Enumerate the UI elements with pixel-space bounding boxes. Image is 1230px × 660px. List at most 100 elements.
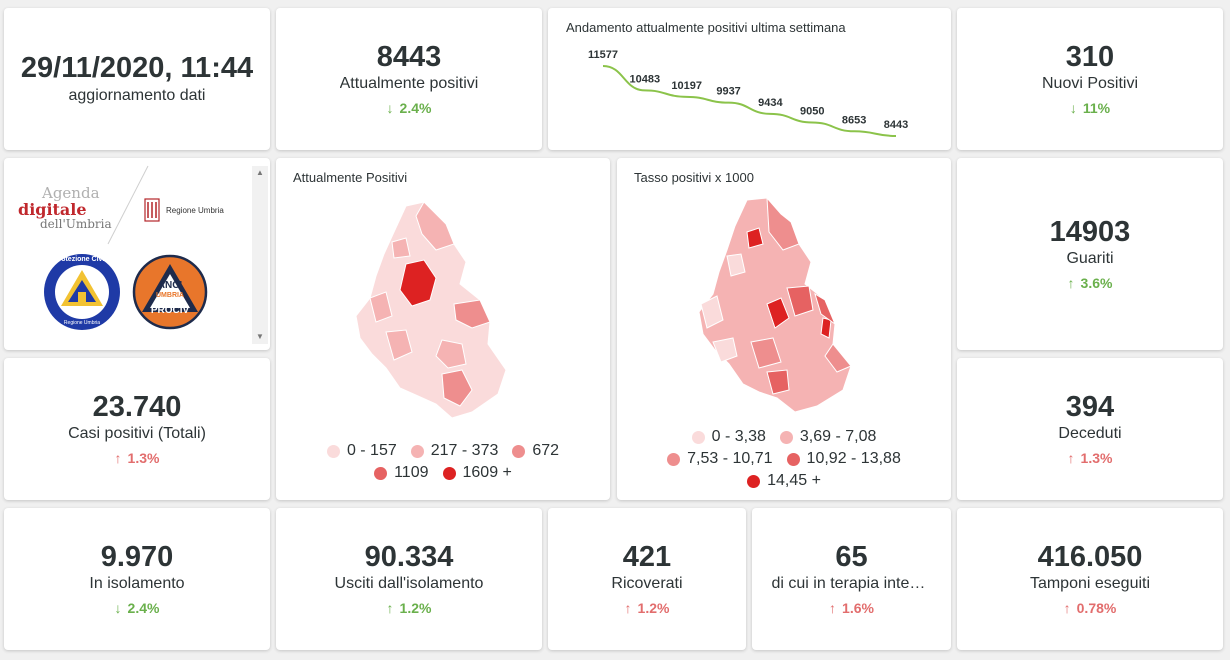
map-positivi-legend-item: 217 - 373 [410,442,499,460]
map-tasso-legend-item: 10,92 - 13,88 [786,450,901,468]
kpi-terapia-intensiva: 65 di cui in terapia intensiva ↑ 1.6% [752,508,951,650]
legend-dot-icon [410,444,424,458]
kpi-nuovi-positivi: 310 Nuovi Positivi ↓ 11% [957,8,1223,150]
umbria-map-positivi[interactable] [276,192,610,452]
sparkline-data-label: 9434 [758,97,783,109]
kpi-label: Guariti [1066,250,1114,268]
kpi-ricoverati: 421 Ricoverati ↑ 1.2% [548,508,746,650]
legend-dot-icon [691,430,705,444]
kpi-value: 65 [835,540,868,573]
map-tasso-legend-item: 3,69 - 7,08 [779,428,877,446]
kpi-label: di cui in terapia intensiva [771,575,932,593]
kpi-value: 394 [1065,390,1115,423]
arrow-up-icon: ↑ [1067,275,1075,292]
kpi-label: Tamponi eseguiti [1029,575,1151,593]
kpi-change: ↑ 1.2% [624,600,670,617]
map-positivi-legend: 0 - 157 217 - 373 672 1109 1609 + [276,442,610,486]
legend-dot-icon [779,430,793,444]
sparkline-data-label: 11577 [588,49,618,61]
arrow-down-icon: ↓ [114,600,122,617]
umbria-map-tasso[interactable] [617,192,951,452]
legend-dot-icon [326,444,340,458]
sparkline-data-label: 10197 [671,80,702,92]
divider-line [107,165,149,245]
map-positivi-legend-item: 1109 [374,464,429,482]
sparkline-data-label: 8443 [884,119,908,131]
kpi-change: ↑ 1.6% [829,600,874,617]
kpi-isolamento: 9.970 In isolamento ↓ 2.4% [4,508,270,650]
kpi-label: Ricoverati [611,575,683,593]
sparkline-card: Andamento attualmente positivi ultima se… [548,8,951,150]
legend-label: 10,92 - 13,88 [806,450,901,467]
map-positivi-legend-item: 1609 + [442,464,512,482]
arrow-down-icon: ↓ [386,100,394,117]
kpi-guariti: 14903 Guariti ↑ 3.6% [957,158,1223,350]
arrow-down-icon: ↓ [1069,100,1077,117]
kpi-value: 8443 [376,40,442,73]
sparkline-data-label: 10483 [630,73,661,85]
kpi-label: Attualmente positivi [339,75,479,93]
legend-label: 14,45 + [767,472,821,489]
kpi-usciti: 90.334 Usciti dall'isolamento ↑ 1.2% [276,508,542,650]
kpi-change: ↑ 1.2% [386,600,432,617]
map-tasso-legend: 0 - 3,38 3,69 - 7,08 7,53 - 10,71 10,92 - 1… [617,428,951,494]
update-datetime: 29/11/2020, 11:44 [20,52,254,85]
kpi-label: Nuovi Positivi [1041,75,1139,93]
protezione-civile-logo [44,254,120,330]
sparkline-data-label: 8653 [842,114,866,126]
kpi-change: ↑ 1.3% [1067,450,1113,467]
regione-crest-icon [144,198,160,222]
prociv-text: PROCIV [150,305,190,316]
legend-dot-icon [667,452,681,466]
anci-text: ANCI [157,280,183,291]
legend-dot-icon [512,444,526,458]
kpi-deceduti: 394 Deceduti ↑ 1.3% [957,358,1223,500]
scroll-down-icon[interactable]: ▼ [256,332,264,341]
kpi-tamponi: 416.050 Tamponi eseguiti ↑ 0.78% [957,508,1223,650]
kpi-change: ↑ 3.6% [1067,275,1113,292]
map-positivi-title: Attualmente Positivi [293,170,408,185]
kpi-label: Deceduti [1058,425,1122,443]
map-tasso-legend-item: 14,45 + [747,472,821,490]
update-label: aggiornamento dati [68,86,206,104]
logos-scrollbar[interactable]: ▲ ▼ [252,166,268,344]
legend-label: 217 - 373 [430,442,499,459]
kpi-value: 310 [1065,40,1115,73]
anci-prociv-logo [132,254,208,330]
arrow-up-icon: ↑ [1067,450,1075,467]
kpi-label: Usciti dall'isolamento [334,575,484,593]
legend-label: 1609 + [462,464,512,481]
kpi-label: In isolamento [89,575,185,593]
kpi-change: ↑ 0.78% [1063,600,1117,617]
kpi-value: 421 [622,540,672,573]
protezione-text: Protezione Civile [53,256,111,263]
legend-label: 672 [532,442,560,459]
arrow-up-icon: ↑ [624,600,632,617]
kpi-change: ↑ 1.3% [114,450,160,467]
kpi-label: Casi positivi (Totali) [68,425,206,443]
map-positivi-legend-item: 672 [512,442,559,460]
legend-label: 1109 [394,464,429,481]
kpi-value: 90.334 [364,540,454,573]
kpi-value: 14903 [1049,215,1131,248]
sparkline-series-line [602,65,897,137]
logos-card[interactable]: Agenda digitale dell'Umbria Regione Umbr… [4,158,270,350]
kpi-change: ↓ 2.4% [114,600,160,617]
protezione-subtext: Regione Umbria [63,320,101,326]
sparkline-data-label: 9050 [800,105,824,117]
regione-umbria-logo: Regione Umbria [144,198,224,222]
scroll-up-icon[interactable]: ▲ [256,168,264,177]
sparkline-title: Andamento attualmente positivi ultima se… [566,20,846,35]
legend-label: 0 - 157 [346,442,397,459]
sparkline-data-label: 9937 [716,86,740,98]
update-card: 29/11/2020, 11:44 aggiornamento dati [4,8,270,150]
legend-dot-icon [374,466,388,480]
legend-dot-icon [442,466,456,480]
legend-label: 0 - 3,38 [711,428,766,445]
legend-label: 7,53 - 10,71 [687,450,773,467]
legend-label: 3,69 - 7,08 [799,428,877,445]
kpi-change: ↓ 11% [1069,100,1111,117]
agenda-digitale-logo: Agenda digitale dell'Umbria [18,184,112,231]
map-tasso-legend-item: 7,53 - 10,71 [667,450,773,468]
kpi-value: 9.970 [100,540,174,573]
